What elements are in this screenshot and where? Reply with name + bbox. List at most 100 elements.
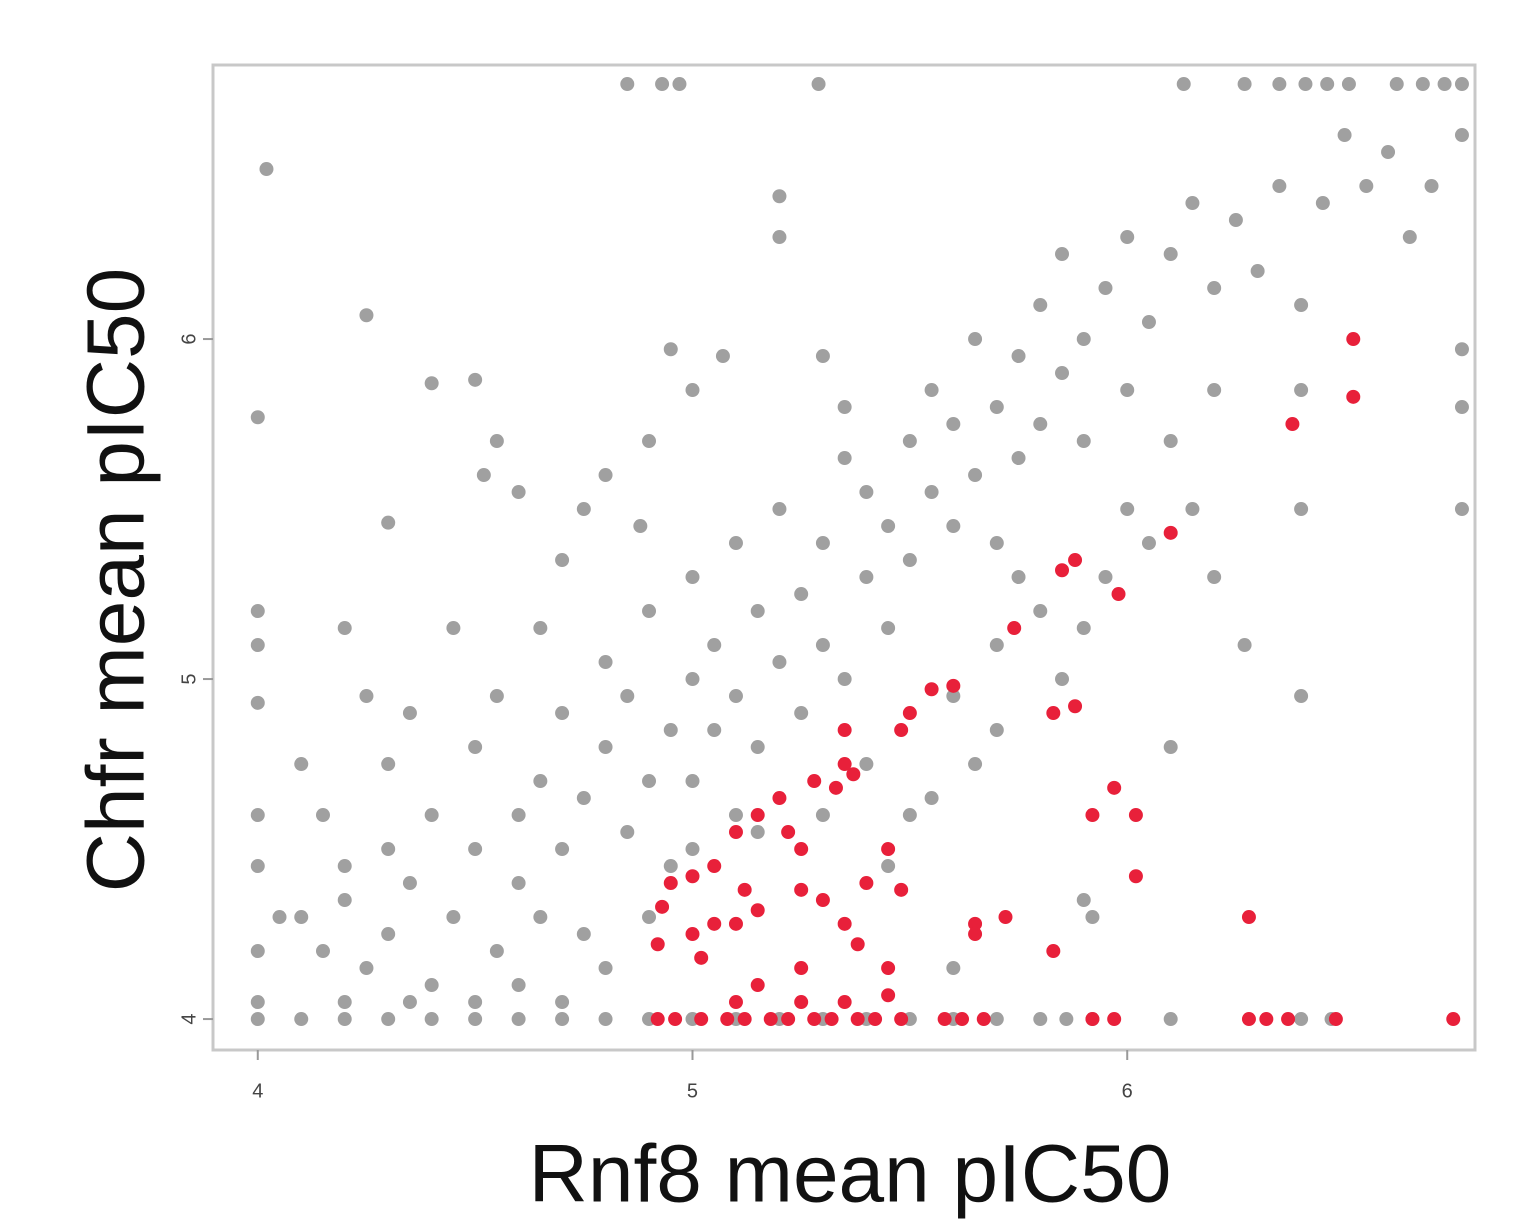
point [250, 1012, 265, 1027]
point [468, 372, 483, 387]
point [1250, 264, 1265, 279]
point [811, 77, 826, 92]
point [402, 706, 417, 721]
point [1046, 706, 1061, 721]
point [794, 961, 809, 976]
point [1454, 77, 1469, 92]
point [728, 825, 743, 840]
point [824, 1012, 839, 1027]
point [837, 995, 852, 1010]
point [837, 400, 852, 415]
point [946, 417, 961, 432]
point [794, 587, 809, 602]
point [1128, 869, 1143, 884]
point [620, 825, 635, 840]
point [337, 1012, 352, 1027]
point [446, 621, 461, 636]
point [946, 689, 961, 704]
point [272, 910, 287, 925]
y-tick-label: 5 [178, 673, 200, 684]
point [968, 927, 983, 942]
point [655, 899, 670, 914]
point [476, 468, 491, 483]
point [1185, 502, 1200, 517]
point [1454, 128, 1469, 143]
point [663, 876, 678, 891]
point [685, 842, 700, 857]
point [1341, 77, 1356, 92]
point [1163, 525, 1178, 540]
point [359, 689, 374, 704]
point [846, 767, 861, 782]
point [1259, 1012, 1274, 1027]
point [968, 757, 983, 772]
point [642, 604, 657, 619]
point [868, 1012, 883, 1027]
point [1085, 1012, 1100, 1027]
point [402, 876, 417, 891]
point [1320, 77, 1335, 92]
point [728, 995, 743, 1010]
point [989, 400, 1004, 415]
point [1207, 570, 1222, 585]
point [1055, 366, 1070, 381]
point [763, 1012, 778, 1027]
point [924, 383, 939, 398]
point [250, 695, 265, 710]
point [1207, 281, 1222, 296]
point [1454, 342, 1469, 357]
point [781, 1012, 796, 1027]
point [1389, 77, 1404, 92]
point [728, 916, 743, 931]
point [1011, 349, 1026, 364]
point [1076, 332, 1091, 347]
point [837, 723, 852, 738]
point [924, 485, 939, 500]
point [337, 621, 352, 636]
point [837, 451, 852, 466]
point [946, 519, 961, 534]
point [1141, 536, 1156, 551]
point [1033, 604, 1048, 619]
point [511, 1012, 526, 1027]
point [642, 434, 657, 449]
point [315, 808, 330, 823]
point [1272, 77, 1287, 92]
point [1128, 808, 1143, 823]
point [1163, 247, 1178, 262]
point [1120, 383, 1135, 398]
point [1163, 740, 1178, 755]
point [881, 988, 896, 1003]
point [1055, 247, 1070, 262]
point [1033, 1012, 1048, 1027]
point [1163, 434, 1178, 449]
point [694, 1012, 709, 1027]
point [381, 1012, 396, 1027]
point [989, 723, 1004, 738]
x-tick-label: 4 [252, 1080, 263, 1102]
point [1294, 689, 1309, 704]
point [1337, 128, 1352, 143]
point [633, 519, 648, 534]
point [642, 910, 657, 925]
point [598, 468, 613, 483]
point [1346, 389, 1361, 404]
point [1294, 383, 1309, 398]
point [1055, 563, 1070, 578]
point [511, 876, 526, 891]
x-tick-label: 5 [687, 1080, 698, 1102]
point [685, 672, 700, 687]
point [1055, 672, 1070, 687]
point [894, 1012, 909, 1027]
point [815, 808, 830, 823]
point [1381, 145, 1396, 160]
point [598, 1012, 613, 1027]
point [1281, 1012, 1296, 1027]
point [707, 859, 722, 874]
point [794, 706, 809, 721]
point [881, 842, 896, 857]
point [728, 808, 743, 823]
point [859, 757, 874, 772]
point [1285, 417, 1300, 432]
point [1237, 638, 1252, 653]
